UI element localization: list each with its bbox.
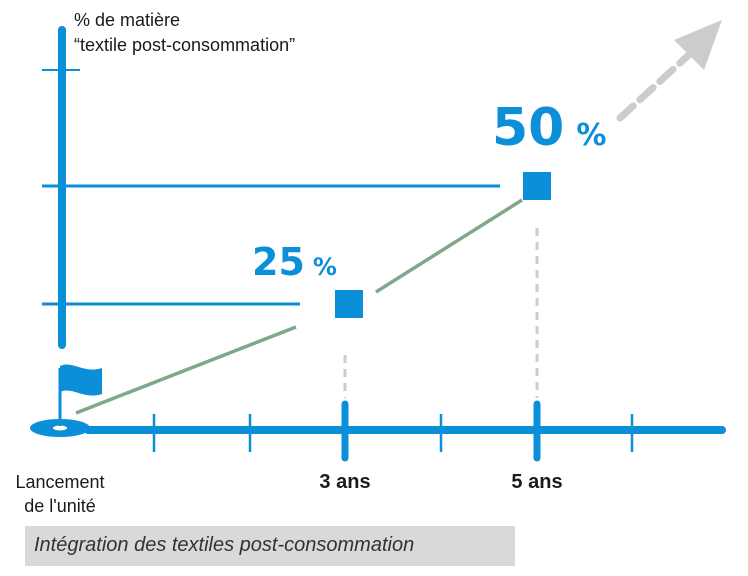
- projection-arrow-line: [616, 48, 696, 122]
- data-point-5-ans: [523, 172, 551, 200]
- x-start-label-line2: de l'unité: [24, 496, 96, 516]
- y-axis-label-line2: “textile post-consommation”: [74, 35, 295, 55]
- trend-segment-1: [75, 325, 297, 415]
- trend-segment-2: [375, 198, 523, 294]
- data-point-3-ans: [335, 290, 363, 318]
- data-label-50: 50%: [492, 98, 606, 158]
- flag-icon: [60, 364, 102, 396]
- projection-arrowhead: [674, 20, 722, 70]
- chart-caption: Intégration des textiles post-consommati…: [34, 534, 415, 556]
- launch-disc-hole: [53, 425, 67, 431]
- caption-background: [25, 526, 515, 566]
- x-start-label-line1: Lancement: [15, 472, 104, 492]
- x-tick-label-3-ans: 3 ans: [319, 471, 370, 493]
- y-axis-label-line1: % de matière: [74, 10, 180, 30]
- data-label-25: 25%: [252, 240, 337, 284]
- x-tick-label-5-ans: 5 ans: [511, 471, 562, 493]
